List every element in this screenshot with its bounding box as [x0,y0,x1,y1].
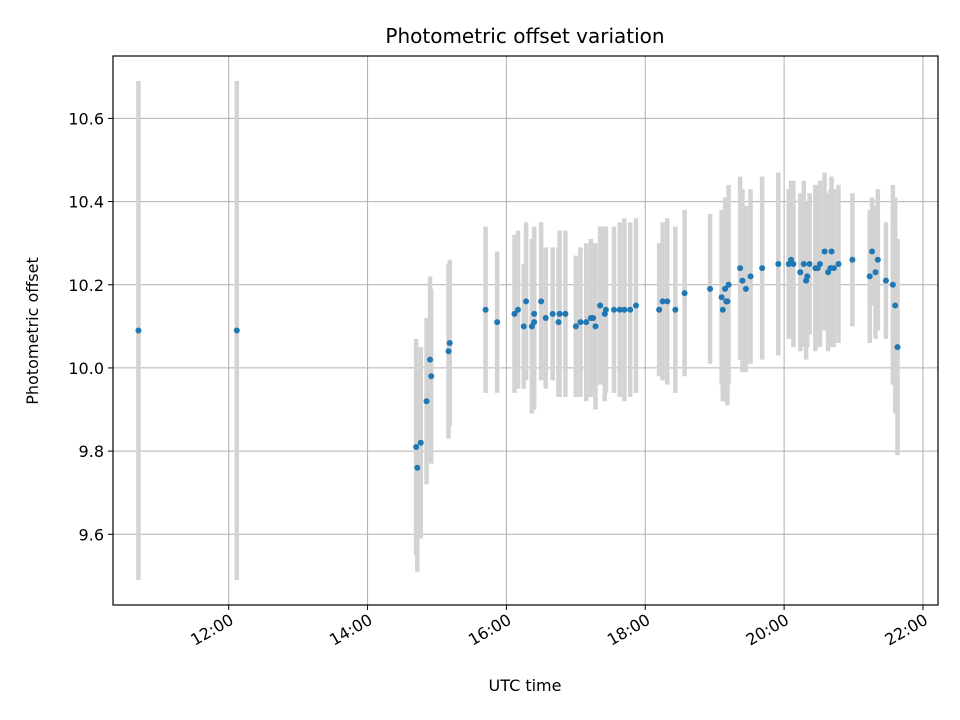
chart-title: Photometric offset variation [385,24,664,48]
data-point [821,248,828,255]
data-point [428,373,435,380]
y-tick-label: 10.6 [68,109,104,128]
data-point [719,306,726,313]
data-point [664,298,671,305]
data-point [538,298,545,305]
data-point [816,260,823,267]
data-point [494,319,501,326]
data-point [656,306,663,313]
data-point [718,294,725,301]
y-tick-label: 10.0 [68,359,104,378]
data-point [672,306,679,313]
data-point [659,298,666,305]
data-point [583,319,590,326]
y-tick-label: 9.6 [79,525,104,544]
data-point [445,348,452,355]
data-point [775,260,782,267]
data-point [621,306,628,313]
data-point [722,285,729,292]
data-point [556,310,563,317]
data-point [233,327,240,334]
data-points [135,248,901,471]
data-point [135,327,142,334]
data-point [523,298,530,305]
data-point [597,302,604,309]
data-point [511,310,518,317]
data-point [804,273,811,280]
data-point [549,310,556,317]
data-point [835,260,842,267]
data-point [446,339,453,346]
data-point [531,319,538,326]
data-point [725,281,732,288]
data-point [577,319,584,326]
data-point [633,302,640,309]
data-point [590,315,597,322]
y-axis-ticks: 9.6 9.8 10.0 10.2 10.4 10.6 [68,109,113,544]
data-point [572,323,579,330]
data-point [882,277,889,284]
data-point [866,273,873,280]
data-point [742,285,749,292]
data-point [892,302,899,309]
data-point [790,260,797,267]
data-point [616,306,623,313]
data-point [869,248,876,255]
data-point [830,265,837,272]
data-point [413,443,420,450]
data-point [423,398,430,405]
data-point [602,306,609,313]
data-point [828,248,835,255]
data-point [707,285,714,292]
data-point [417,439,424,446]
data-point [627,306,634,313]
data-point [520,323,527,330]
data-point [872,269,879,276]
y-axis-label: Photometric offset [23,257,42,405]
data-point [739,277,746,284]
y-tick-label: 10.4 [68,193,104,212]
data-point [562,310,569,317]
data-point [747,273,754,280]
data-point [482,306,489,313]
y-tick-label: 10.2 [68,276,104,295]
data-point [542,315,549,322]
data-point [414,464,421,471]
data-point [894,344,901,351]
data-point [427,356,434,363]
data-point [724,298,731,305]
data-point [759,265,766,272]
data-point [800,260,807,267]
data-point [531,310,538,317]
data-point [555,319,562,326]
data-point [849,256,856,263]
data-point [514,306,521,313]
data-point [889,281,896,288]
y-tick-label: 9.8 [79,442,104,461]
plot-area-frame [112,55,939,606]
data-point [737,265,744,272]
data-point [874,256,881,263]
x-axis-label: UTC time [489,676,562,695]
data-point [681,290,688,297]
data-point [797,269,804,276]
data-point [592,323,599,330]
data-point [806,260,813,267]
data-point [611,306,618,313]
